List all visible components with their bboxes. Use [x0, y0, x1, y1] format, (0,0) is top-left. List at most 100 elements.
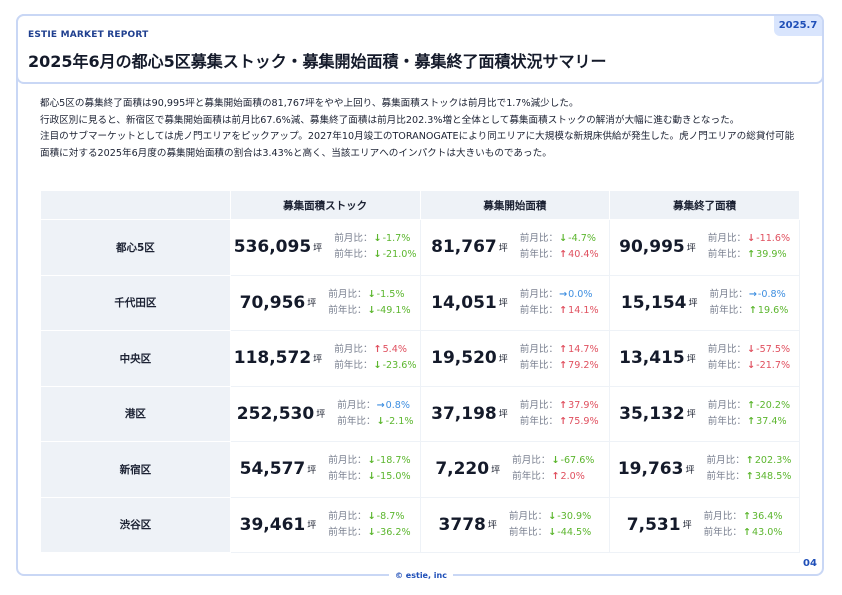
change-block: 前月比：↑14.7% 前年比：↑79.2% — [520, 342, 599, 374]
metric-value: 54,577 — [239, 459, 306, 480]
header-box — [16, 14, 824, 84]
arrow-down-icon: ↓ — [747, 344, 756, 356]
table-cell: 252,530 坪前月比：→0.8% 前年比：↓-2.1% — [229, 385, 421, 442]
yoy-label: 前年比： — [519, 415, 559, 427]
year-over-year-line: 前年比：↑14.1% — [520, 303, 599, 319]
table-cell: 7,220 坪前月比：↓-67.6% 前年比：↑2.0% — [419, 441, 611, 498]
metric-cell: 15,154 坪前月比：→-0.8% 前年比：↑19.6% — [610, 276, 799, 331]
yoy-value: 40.4% — [568, 249, 599, 261]
metric-value: 252,530 — [236, 403, 315, 424]
change-block: 前月比：↑202.3% 前年比：↑348.5% — [706, 453, 791, 485]
yoy-value: 2.0% — [560, 471, 585, 483]
mom-label: 前月比： — [328, 455, 367, 467]
year-over-year-line: 前年比：↓-36.2% — [328, 525, 410, 541]
mom-label: 前月比： — [703, 510, 742, 522]
change-block: 前月比：↑-20.2% 前年比：↑37.4% — [708, 398, 790, 430]
change-block: 前月比：→0.0% 前年比：↑14.1% — [520, 287, 599, 319]
metric-value: 7,220 — [435, 459, 490, 480]
table-row: 都心5区 536,095 坪前月比：↓-1.7% 前年比：↓-21.0% 81,767 坪… — [40, 219, 800, 276]
arrow-up-icon: ↑ — [559, 360, 568, 372]
arrow-up-icon: ↑ — [559, 344, 568, 356]
table-row: 新宿区 54,577 坪前月比：↓-18.7% 前年比：↓-15.0% 7,220 坪前月… — [40, 441, 800, 498]
mom-value: 0.8% — [385, 399, 410, 411]
arrow-right-icon: → — [376, 399, 385, 411]
arrow-up-icon: ↑ — [748, 304, 757, 316]
yoy-value: 79.2% — [568, 360, 599, 372]
month-over-month-line: 前月比：↓-4.7% — [520, 231, 599, 247]
metric-unit: 坪 — [487, 521, 497, 532]
mom-value: -11.6% — [756, 233, 791, 245]
mom-label: 前月比： — [519, 233, 559, 245]
table-cell: 14,051 坪前月比：→0.0% 前年比：↑14.1% — [419, 274, 611, 331]
metric-cell: 7,531 坪前月比：↑36.4% 前年比：↑43.0% — [610, 498, 799, 553]
arrow-down-icon: ↓ — [367, 471, 376, 483]
yoy-value: 43.0% — [751, 526, 783, 538]
change-block: 前月比：↓-1.7% 前年比：↓-21.0% — [334, 231, 416, 263]
yoy-label: 前年比： — [337, 415, 376, 427]
change-block: 前月比：↓-18.7% 前年比：↓-15.0% — [328, 453, 410, 485]
mom-value: 202.3% — [754, 455, 792, 467]
metric-unit: 坪 — [307, 299, 317, 310]
column-header-closed-listings: 募集終了面積 — [609, 190, 800, 220]
metric-unit: 坪 — [498, 410, 508, 421]
table-row: 中央区 118,572 坪前月比：↑5.4% 前年比：↓-23.6% 19,520 坪前月… — [40, 330, 800, 387]
row-header-area: 渋谷区 — [40, 496, 231, 553]
yoy-value: -36.2% — [376, 526, 411, 538]
month-over-month-line: 前月比：↑36.4% — [704, 509, 783, 525]
arrow-up-icon: ↑ — [559, 399, 568, 411]
arrow-down-icon: ↓ — [373, 233, 382, 245]
yoy-label: 前年比： — [328, 526, 367, 538]
yoy-value: 348.5% — [754, 471, 792, 483]
arrow-down-icon: ↓ — [373, 249, 382, 261]
metric-unit: 坪 — [688, 299, 698, 310]
metric-unit: 坪 — [313, 243, 323, 254]
metric-unit: 坪 — [491, 465, 501, 476]
mom-label: 前月比： — [706, 455, 745, 467]
month-over-month-line: 前月比：↑37.9% — [520, 398, 599, 414]
yoy-label: 前年比： — [334, 249, 373, 261]
metric-cell: 118,572 坪前月比：↑5.4% 前年比：↓-23.6% — [231, 331, 420, 386]
month-over-month-line: 前月比：↓-57.5% — [708, 342, 790, 358]
arrow-down-icon: ↓ — [747, 233, 756, 245]
arrow-up-icon: ↑ — [559, 415, 568, 427]
metric-unit: 坪 — [498, 243, 508, 254]
metric-cell: 7,220 坪前月比：↓-67.6% 前年比：↑2.0% — [421, 442, 610, 497]
metric-value: 81,767 — [431, 237, 497, 258]
year-over-year-line: 前年比：↑19.6% — [710, 303, 789, 319]
table-row: 渋谷区 39,461 坪前月比：↓-8.7% 前年比：↓-36.2% 3778 坪前月比：… — [40, 496, 800, 553]
yoy-label: 前年比： — [328, 471, 367, 483]
metric-cell: 536,095 坪前月比：↓-1.7% 前年比：↓-21.0% — [231, 220, 420, 275]
change-block: 前月比：↓-8.7% 前年比：↓-36.2% — [328, 509, 410, 541]
metric-value: 7,531 — [626, 514, 681, 535]
arrow-up-icon: ↑ — [551, 471, 560, 483]
arrow-down-icon: ↓ — [373, 360, 382, 372]
table-cell: 7,531 坪前月比：↑36.4% 前年比：↑43.0% — [609, 496, 800, 553]
metric-unit: 坪 — [686, 354, 696, 365]
metric-unit: 坪 — [498, 354, 508, 365]
yoy-label: 前年比： — [508, 526, 548, 538]
metric-value: 19,520 — [431, 348, 497, 369]
yoy-label: 前年比： — [328, 304, 367, 316]
month-over-month-line: 前月比：↓-11.6% — [708, 231, 790, 247]
year-over-year-line: 前年比：↓-21.0% — [334, 247, 416, 263]
month-over-month-line: 前月比：↓-18.7% — [328, 453, 410, 469]
metric-unit: 坪 — [313, 354, 323, 365]
metric-cell: 90,995 坪前月比：↓-11.6% 前年比：↑39.9% — [610, 220, 799, 275]
mom-label: 前月比： — [328, 288, 367, 300]
change-block: 前月比：↑37.9% 前年比：↑75.9% — [520, 398, 599, 430]
metric-value: 37,198 — [431, 403, 497, 424]
month-over-month-line: 前月比：↑202.3% — [706, 453, 791, 469]
metric-value: 19,763 — [617, 459, 684, 480]
month-over-month-line: 前月比：↓-67.6% — [512, 453, 594, 469]
metric-unit: 坪 — [498, 299, 508, 310]
yoy-label: 前年比： — [519, 304, 559, 316]
metric-cell: 39,461 坪前月比：↓-8.7% 前年比：↓-36.2% — [231, 498, 420, 553]
mom-value: -67.6% — [560, 455, 595, 467]
arrow-down-icon: ↓ — [548, 526, 557, 538]
mom-value: 14.7% — [568, 344, 599, 356]
arrow-down-icon: ↓ — [367, 304, 376, 316]
yoy-value: -49.1% — [376, 304, 411, 316]
row-header-area: 港区 — [40, 385, 231, 442]
summary-paragraph: 都心5区の募集終了面積は90,995坪と募集開始面積の81,767坪をやや上回り… — [40, 98, 579, 109]
month-over-month-line: 前月比：→0.0% — [520, 287, 599, 303]
